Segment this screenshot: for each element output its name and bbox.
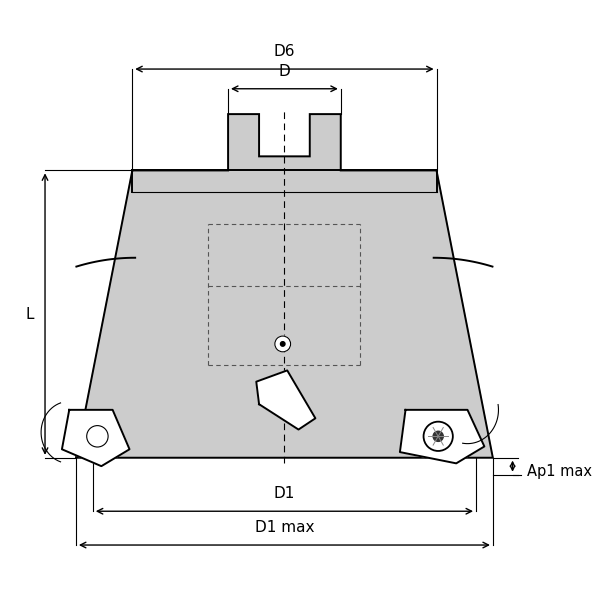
Text: D: D: [278, 64, 290, 79]
Text: D6: D6: [274, 44, 295, 59]
Polygon shape: [400, 410, 484, 463]
Circle shape: [275, 336, 290, 352]
Polygon shape: [76, 114, 493, 458]
Circle shape: [87, 425, 108, 447]
Text: Ap1 max: Ap1 max: [527, 464, 592, 479]
Circle shape: [280, 341, 285, 346]
Circle shape: [433, 431, 443, 442]
Text: L: L: [25, 307, 34, 322]
Text: D1 max: D1 max: [254, 520, 314, 535]
Text: D1: D1: [274, 486, 295, 501]
Polygon shape: [62, 410, 130, 466]
Polygon shape: [256, 370, 316, 430]
Circle shape: [424, 422, 453, 451]
